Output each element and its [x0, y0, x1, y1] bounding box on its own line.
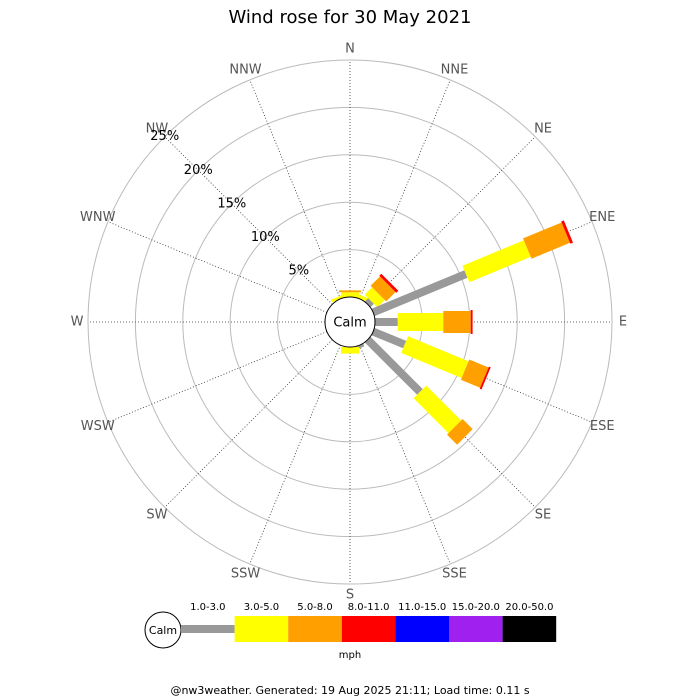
legend-swatch: [288, 616, 342, 642]
direction-label: E: [619, 315, 627, 330]
rose-segment: [413, 385, 462, 434]
calm-circle: [324, 296, 376, 348]
legend-swatch: [181, 625, 235, 633]
footer: @nw3weather. Generated: 19 Aug 2025 21:1…: [170, 684, 529, 697]
direction-spoke: [107, 221, 328, 313]
rose-segment: [447, 419, 473, 445]
rose-segment: [379, 273, 399, 293]
r-tick-label: 10%: [251, 230, 280, 245]
rose-segment: [523, 222, 570, 259]
grid-ring: [182, 154, 518, 490]
chart-title: Wind rose for 30 May 2021: [229, 7, 472, 28]
legend-label: 3.0-5.0: [244, 602, 279, 613]
direction-label: NNE: [441, 62, 469, 77]
legend-swatch: [395, 616, 449, 642]
direction-label: ESE: [590, 419, 615, 434]
direction-label: N: [345, 42, 355, 57]
rose-segment: [561, 220, 573, 244]
rose-segment: [341, 347, 359, 354]
rose-segment: [331, 292, 349, 303]
direction-label: NE: [534, 121, 552, 136]
rose-segment: [351, 292, 370, 303]
direction-label: ENE: [589, 210, 615, 225]
legend-label: 15.0-20.0: [452, 602, 500, 613]
direction-spoke: [359, 344, 451, 565]
rose-segment: [443, 311, 471, 333]
rose-segment: [401, 336, 469, 378]
direction-spoke: [249, 79, 341, 300]
direction-label: NW: [146, 121, 169, 136]
rose-segment: [364, 287, 385, 308]
legend-label: 20.0-50.0: [505, 602, 553, 613]
direction-spoke: [164, 136, 333, 305]
direction-label: S: [346, 588, 354, 603]
legend-label: 5.0-8.0: [297, 602, 332, 613]
direction-spoke: [164, 339, 333, 508]
direction-label: SSW: [231, 567, 261, 582]
grid-ring: [87, 59, 613, 585]
direction-label: SW: [146, 508, 167, 523]
direction-label: SE: [535, 508, 551, 523]
r-tick-label: 20%: [184, 163, 213, 178]
rose-segment: [460, 359, 489, 388]
rose-segment: [371, 327, 407, 349]
direction-label: SSE: [442, 567, 467, 582]
legend-swatch: [341, 616, 396, 642]
direction-spoke: [359, 79, 451, 300]
rose-segment: [470, 310, 473, 334]
legend-swatch: [234, 616, 289, 642]
rose-segment: [462, 240, 531, 283]
legend-swatch: [449, 616, 503, 642]
direction-label: WNW: [80, 210, 116, 225]
unit-label: mph: [339, 650, 361, 661]
rose-segment: [370, 276, 396, 302]
rose-segment: [364, 336, 423, 395]
legend-label: 11.0-15.0: [398, 602, 446, 613]
calm-label: Calm: [333, 316, 366, 331]
direction-label: W: [71, 315, 84, 330]
rose-segment: [397, 313, 444, 331]
direction-label: WSW: [81, 419, 115, 434]
rose-segment: [479, 366, 491, 390]
direction-spoke: [249, 344, 341, 565]
legend-swatch: [502, 616, 557, 642]
rose-segment: [339, 290, 361, 293]
rose-segment: [364, 298, 374, 308]
r-tick-label: 25%: [150, 129, 179, 144]
direction-label: NNW: [229, 62, 261, 77]
rose-segment: [371, 270, 468, 317]
r-tick-label: 5%: [288, 263, 309, 278]
direction-spoke: [367, 136, 536, 305]
legend-label: 1.0-3.0: [190, 602, 225, 613]
legend-calm-label: Calm: [149, 624, 177, 637]
r-tick-label: 15%: [217, 196, 246, 211]
legend-label: 8.0-11.0: [348, 602, 390, 613]
direction-spoke: [107, 331, 328, 423]
rose-segment: [375, 318, 398, 326]
